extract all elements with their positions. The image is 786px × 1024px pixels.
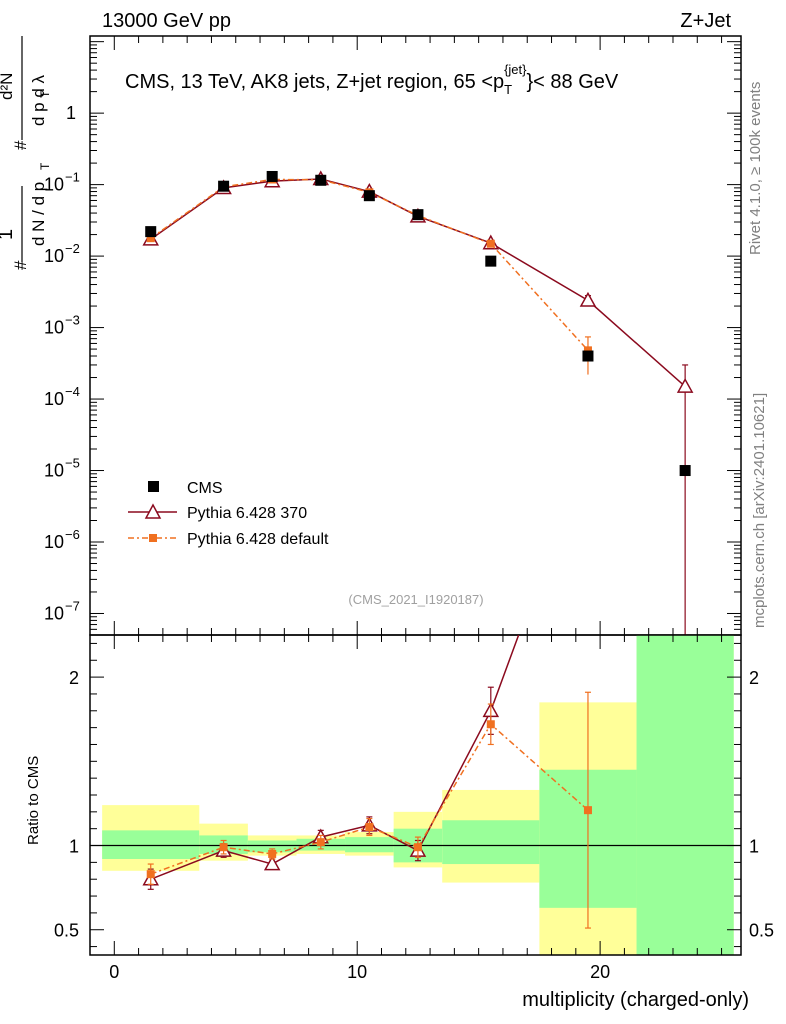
point-pythia-default [583,346,592,355]
ratio-point-pythia-default [219,843,228,852]
ratio-y-tick-label: 1 [69,837,79,857]
y-tick-label: 10 [44,175,64,195]
ratio-ylabel: Ratio to CMS [25,756,42,845]
svg-text:#: # [11,260,30,270]
point-cms [218,180,230,192]
y-tick-exponent: −5 [65,456,80,471]
y-tick-label: 10 [44,461,64,481]
ratio-point-pythia-default [316,838,325,847]
point-cms [315,174,327,186]
y-tick-exponent: −6 [65,527,80,542]
y-tick-label: 1 [66,103,76,123]
band-inner-2 [247,840,297,853]
point-pythia-default [486,239,495,248]
point-cms [582,350,594,362]
band-inner-4 [345,837,394,853]
legend-label-pythia-default: Pythia 6.428 default [187,531,329,548]
svg-text:T: T [38,162,52,170]
y-tick-label: 10 [44,318,64,338]
title-end: }< 88 GeV [527,71,619,93]
y-tick-exponent: −3 [65,313,80,328]
main-ylabel: # 1 d N / d p T # d²N d p d λ T [0,36,52,270]
title-sup: {jet} [504,62,527,77]
title-sub: T [504,82,512,97]
series-line-2 [150,178,589,351]
ratio-point-pythia-default [146,870,155,879]
band-inner-8 [636,635,734,955]
point-pythia-default [146,234,155,243]
y-tick-label: 10 [44,246,64,266]
analysis-tag: (CMS_2021_I1920187) [348,592,483,607]
svg-text:d p d λ: d p d λ [29,74,48,126]
legend-label-pythia370: Pythia 6.428 370 [187,505,307,522]
legend-marker-pythia370 [144,503,162,519]
ratio-y-tick-label-right: 1 [749,837,759,857]
y-tick-label: 10 [44,603,64,623]
point-pythia370 [676,377,694,393]
point-cms [412,209,424,221]
band-inner-0 [102,830,200,859]
x-tick-label: 20 [590,962,610,982]
svg-text:T: T [38,90,52,98]
svg-text:#: # [11,140,30,150]
main-data-layer [142,170,694,635]
ratio-y-tick-label: 0.5 [54,921,79,941]
point-cms [145,226,157,238]
x-tick-label: 10 [347,962,367,982]
ratio-point-pythia-default [486,720,495,729]
ratio-line-1 [150,635,520,880]
ratio-point-pythia370 [263,855,281,871]
ratio-y-tick-label-right: 2 [749,668,759,688]
rivet-version-label: Rivet 4.1.0, ≥ 100k events [747,82,764,255]
ratio-point-pythia-default [583,806,592,815]
point-cms [363,190,375,202]
point-pythia370 [579,291,597,307]
x-tick-label: 0 [109,962,119,982]
legend-label-cms: CMS [187,480,223,497]
y-tick-label: 10 [44,389,64,409]
y-tick-exponent: −2 [65,241,80,256]
ratio-plot-panel: 0 10 20 0.5 0.5 1 1 2 2 [54,634,774,982]
y-tick-label: 10 [44,532,64,552]
process-label: Z+Jet [680,10,731,32]
y-tick-exponent: −1 [65,170,80,185]
ratio-point-pythia-default [268,849,277,858]
legend-marker-cms [148,481,159,492]
legend-marker-pythia-default [149,534,157,542]
ratio-point-pythia-default [413,843,422,852]
point-cms [266,170,278,182]
ratio-y-tick-label-right: 0.5 [749,921,774,941]
mcplots-label: mcplots.cern.ch [arXiv:2401.10621] [751,393,768,628]
x-axis-label: multiplicity (charged-only) [522,989,749,1011]
y-tick-exponent: −4 [65,384,80,399]
ratio-data-layer [142,635,592,929]
main-plot-panel: 110−110−210−310−410−510−610−7 [44,35,742,636]
point-cms [679,465,691,477]
y-tick-exponent: −7 [65,598,80,613]
legend: CMS Pythia 6.428 370 Pythia 6.428 defaul… [128,480,329,548]
ratio-y-tick-label: 2 [69,668,79,688]
collider-label: 13000 GeV pp [102,10,231,32]
ratio-point-pythia-default [365,823,374,831]
band-inner-6 [442,820,540,865]
point-cms [485,255,497,267]
plot-title: CMS, 13 TeV, AK8 jets, Z+jet region, 65 … [125,62,619,97]
svg-text:1: 1 [0,229,17,240]
ratio-line-2 [150,723,589,875]
svg-text:d²N: d²N [0,73,16,100]
svg-text:d N / d p: d N / d p [29,182,48,246]
